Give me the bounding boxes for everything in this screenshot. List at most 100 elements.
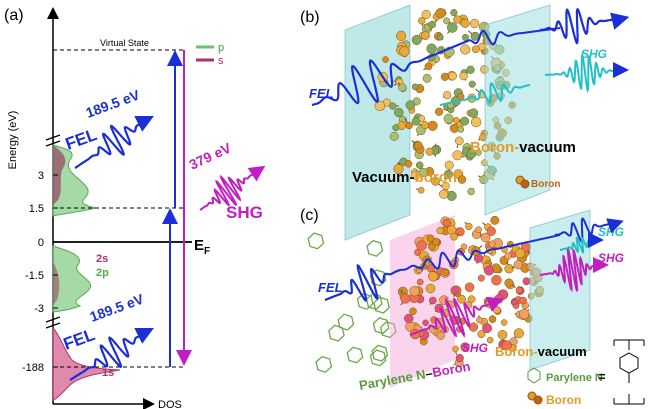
legend-label: p (218, 42, 224, 54)
legend-label: Boron (546, 393, 581, 407)
atom (520, 297, 527, 304)
atom (465, 283, 474, 292)
legend-atom (521, 180, 529, 188)
atom (447, 23, 457, 33)
photon-energy: 189.5 eV (88, 290, 147, 324)
structure (614, 340, 644, 404)
atom (516, 287, 522, 293)
atom (405, 160, 412, 167)
hexagon (338, 314, 353, 330)
atom (406, 101, 415, 110)
atom (514, 260, 523, 269)
atom (484, 266, 493, 275)
atom (421, 121, 429, 129)
parylene-chains (308, 233, 396, 372)
atom (491, 275, 501, 285)
atom (409, 308, 416, 315)
atom (472, 46, 479, 53)
atom (428, 121, 438, 131)
interface-label: Boron-vacuum (495, 344, 587, 359)
atom (418, 187, 424, 193)
atom (452, 346, 458, 352)
atom (442, 269, 448, 275)
atom (451, 286, 459, 294)
atom (423, 74, 431, 82)
atom (437, 332, 445, 340)
atom (414, 141, 422, 149)
atom (461, 117, 469, 125)
atom (493, 306, 500, 313)
atom (426, 284, 435, 293)
atom (429, 21, 436, 28)
atom (422, 10, 431, 19)
atom (470, 19, 479, 28)
atom (476, 317, 482, 323)
hexagon (347, 347, 362, 363)
atom (400, 46, 410, 56)
interface-label: Boron-vacuum (470, 139, 576, 156)
ticks: 3 1.5 0 -1.5 -3 -188 (22, 170, 44, 374)
atom (451, 9, 458, 16)
atom (382, 56, 388, 62)
atom (436, 8, 446, 18)
legend-label: s (218, 55, 224, 67)
page: { "panel_a": { "label": "(a)", "y_axis_l… (0, 0, 652, 409)
atom (393, 125, 399, 131)
atom (458, 126, 464, 132)
atom (425, 63, 432, 70)
shg-label: SHG (462, 341, 488, 355)
fermi-e: E (194, 237, 204, 254)
atom (491, 216, 499, 224)
atom (505, 279, 514, 288)
fermi-label: EF (194, 237, 210, 257)
atom (501, 320, 507, 326)
atom (453, 151, 462, 160)
atom (512, 299, 518, 305)
interface-part: Vacuum- (352, 169, 415, 186)
atom (515, 249, 525, 259)
atom (505, 264, 514, 273)
atom (412, 84, 418, 90)
interface-part: Boron- (470, 139, 519, 156)
legend-equals: = (598, 369, 606, 384)
legend-label: Parylene N (546, 372, 603, 384)
atom (437, 227, 444, 234)
atom (489, 316, 496, 323)
shg-label: SHG (598, 225, 624, 239)
figure: (a) Energy (eV) DOS Virtual State EF 3 1… (0, 0, 652, 409)
atom (404, 314, 413, 323)
interface-part: vacuum (519, 139, 576, 156)
atom (443, 220, 450, 227)
atom (514, 328, 524, 338)
fel-label: FEL (61, 325, 98, 354)
atom (443, 18, 449, 24)
atom (412, 35, 422, 45)
atom (487, 227, 496, 236)
atom (519, 309, 529, 319)
atom (406, 122, 413, 129)
panel-a: (a) Energy (eV) DOS Virtual State EF 3 1… (4, 7, 263, 409)
atom (427, 44, 437, 54)
atom (389, 103, 396, 110)
orbital-label: 2p (96, 267, 109, 279)
legend-label: Boron (531, 179, 560, 190)
panel-label: (a) (4, 7, 24, 24)
atom (465, 223, 472, 230)
atom (410, 286, 420, 296)
atom (462, 34, 469, 41)
orbital-label: 2s (96, 253, 108, 265)
atom (467, 66, 475, 74)
atom (427, 235, 434, 242)
atom (469, 81, 476, 88)
hexagon (316, 357, 331, 373)
atom (457, 93, 464, 100)
atom (423, 320, 429, 326)
y-axis-label: Energy (eV) (7, 111, 19, 170)
atom (469, 109, 478, 118)
atom (417, 279, 423, 285)
atom (449, 72, 457, 80)
atom (471, 117, 481, 127)
x-axis-label: DOS (158, 399, 182, 409)
fermi-subscript: F (204, 246, 210, 257)
atom (428, 271, 438, 281)
